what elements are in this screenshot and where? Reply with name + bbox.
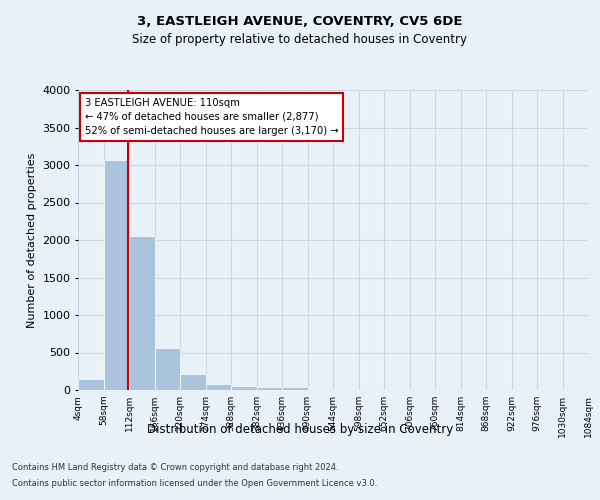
Text: Distribution of detached houses by size in Coventry: Distribution of detached houses by size … bbox=[147, 422, 453, 436]
Bar bbox=[206, 384, 231, 390]
Bar bbox=[180, 374, 205, 390]
Bar bbox=[129, 236, 155, 390]
Text: Contains HM Land Registry data © Crown copyright and database right 2024.: Contains HM Land Registry data © Crown c… bbox=[12, 464, 338, 472]
Bar bbox=[257, 386, 282, 390]
Y-axis label: Number of detached properties: Number of detached properties bbox=[26, 152, 37, 328]
Bar bbox=[78, 379, 104, 390]
Text: Contains public sector information licensed under the Open Government Licence v3: Contains public sector information licen… bbox=[12, 478, 377, 488]
Bar bbox=[231, 386, 257, 390]
Bar bbox=[155, 348, 180, 390]
Bar bbox=[282, 386, 308, 390]
Text: 3, EASTLEIGH AVENUE, COVENTRY, CV5 6DE: 3, EASTLEIGH AVENUE, COVENTRY, CV5 6DE bbox=[137, 15, 463, 28]
Bar bbox=[104, 160, 129, 390]
Text: Size of property relative to detached houses in Coventry: Size of property relative to detached ho… bbox=[133, 32, 467, 46]
Text: 3 EASTLEIGH AVENUE: 110sqm
← 47% of detached houses are smaller (2,877)
52% of s: 3 EASTLEIGH AVENUE: 110sqm ← 47% of deta… bbox=[85, 98, 338, 136]
